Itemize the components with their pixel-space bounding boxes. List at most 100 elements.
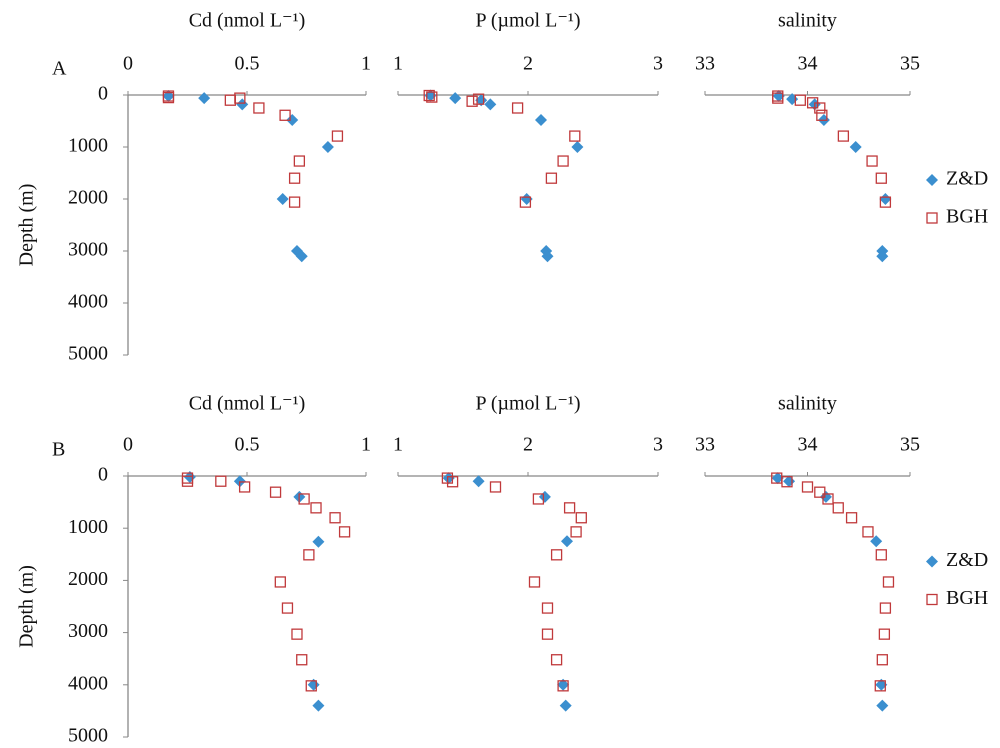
square-marker [338,526,351,538]
square-marker [845,512,858,524]
diamond-marker [771,472,784,485]
square-marker [446,476,459,488]
diamond-marker [286,113,299,126]
x-tick-label: 1 [393,53,403,75]
diamond-marker [236,98,249,111]
y-tick-label: 0 [98,464,108,486]
panel-title: Cd (nmol L⁻¹) [189,393,306,415]
square-marker [878,628,891,640]
square-marker [532,493,545,505]
y-tick-label: 2000 [68,187,108,209]
square-marker [310,502,322,514]
square-marker [238,481,251,493]
diamond-marker [484,98,497,111]
square-marker [862,526,874,538]
square-marker [875,172,887,184]
y-tick-label: 0 [98,83,108,105]
square-marker [816,109,828,121]
diamond-marker [849,141,862,153]
square-marker [274,576,286,588]
y-tick-label: 4000 [68,291,108,313]
diamond-marker [876,699,889,712]
square-marker [569,130,581,142]
x-tick-label: 0.5 [235,53,260,75]
x-tick-label: 1 [361,434,371,456]
legend-marker [926,212,938,224]
diamond-marker [520,193,533,205]
square-marker [541,602,554,614]
square-marker [801,481,814,493]
x-tick-label: 2 [523,53,533,75]
panel-title: salinity [778,393,837,415]
square-marker [814,102,826,114]
diamond-marker [875,678,888,691]
x-tick-label: 0.5 [235,434,260,456]
y-tick-label: 1000 [68,135,108,157]
diamond-marker [535,113,547,126]
legend-marker [926,593,938,606]
x-tick-label: 2 [523,434,533,456]
legend-marker [926,555,938,568]
diamond-marker [559,699,572,712]
square-marker [794,94,806,106]
diamond-marker [276,193,289,205]
square-marker [331,130,344,142]
x-tick-label: 1 [361,53,371,75]
diamond-marker [538,490,551,503]
square-marker [303,549,315,561]
diamond-marker [876,250,889,263]
square-marker [866,155,878,167]
x-tick-label: 0 [123,53,133,75]
square-marker [772,92,784,104]
panel-title: P (µmol L⁻¹) [475,10,580,32]
x-tick-label: 33 [695,53,715,75]
panel-label: A [52,58,67,80]
square-marker [557,680,569,692]
y-tick-label: 1000 [68,516,108,538]
diamond-marker [557,678,570,691]
diamond-marker [162,90,175,103]
square-marker [550,549,563,561]
x-tick-label: 35 [900,434,920,456]
square-marker [563,502,576,514]
square-marker [279,109,291,121]
square-marker [519,196,532,208]
square-marker [296,654,308,666]
square-marker [215,475,227,487]
legend-label: BGH [946,587,988,609]
square-marker [511,102,524,114]
square-marker [541,628,554,640]
panel-title: Cd (nmol L⁻¹) [189,10,306,32]
diamond-marker [571,141,584,153]
diamond-marker [472,475,485,488]
square-marker [882,576,895,588]
square-marker [466,95,478,107]
diamond-marker [233,475,246,488]
square-marker [557,155,569,167]
panel-title: P (µmol L⁻¹) [475,393,580,415]
square-marker [288,196,301,208]
square-marker [253,102,265,114]
diamond-marker [312,535,325,548]
panel-title: salinity [778,10,837,32]
square-marker [570,526,582,538]
diamond-marker [561,535,573,548]
square-marker [879,196,892,208]
square-marker [822,493,834,505]
y-tick-label: 5000 [68,725,108,747]
x-tick-label: 34 [798,53,818,75]
square-marker [423,89,435,102]
legend-label: Z&D [946,549,988,571]
diamond-marker [442,472,455,485]
square-marker [426,91,438,103]
x-tick-label: 0 [123,434,133,456]
square-marker [875,549,887,561]
square-marker [288,172,301,184]
y-tick-label: 5000 [68,343,108,365]
panel-label: B [52,439,65,461]
y-tick-label: 3000 [68,239,108,261]
square-marker [234,92,246,104]
square-marker [528,576,541,588]
legend-label: Z&D [946,168,988,190]
square-marker [781,476,793,488]
